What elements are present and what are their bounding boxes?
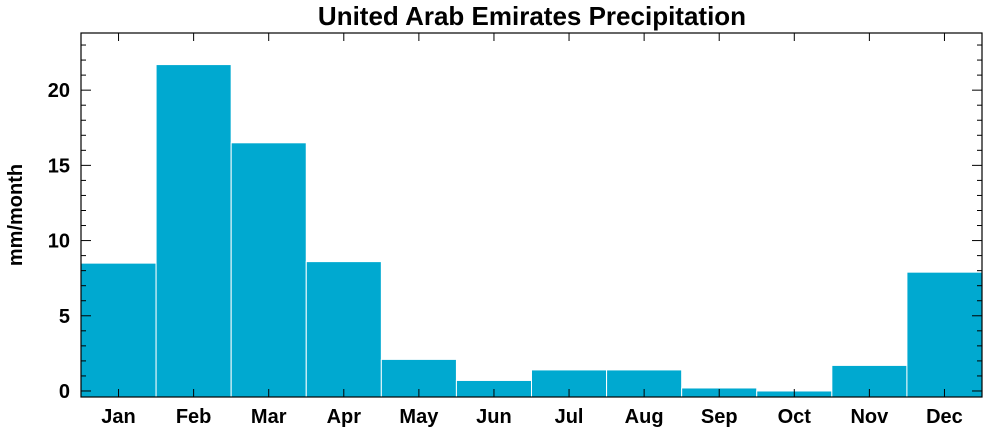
bar-mar <box>230 142 307 398</box>
x-tick-label-jan: Jan <box>101 406 135 428</box>
bar-jan <box>80 262 157 398</box>
x-tick-label-apr: Apr <box>327 406 362 428</box>
plot-frame <box>80 32 983 398</box>
bar-apr <box>305 261 382 398</box>
y-tick-label-10: 10 <box>48 231 70 253</box>
x-tick-label-jun: Jun <box>476 406 512 428</box>
x-tick-label-feb: Feb <box>176 406 212 428</box>
y-axis-label: mm/month <box>5 164 27 266</box>
x-tick-label-aug: Aug <box>625 406 664 428</box>
bars-group <box>80 64 983 398</box>
ticks-group <box>81 33 982 397</box>
chart-title: United Arab Emirates Precipitation <box>318 1 746 31</box>
x-tick-label-nov: Nov <box>850 406 889 428</box>
x-tick-label-sep: Sep <box>701 406 738 428</box>
x-tick-label-oct: Oct <box>778 406 812 428</box>
y-tick-label-0: 0 <box>59 381 70 403</box>
x-tick-label-jul: Jul <box>555 406 584 428</box>
x-tick-label-mar: Mar <box>251 406 287 428</box>
x-tick-label-dec: Dec <box>926 406 963 428</box>
bar-feb <box>155 64 232 398</box>
y-tick-label-5: 5 <box>59 306 70 328</box>
tick-labels-group: Jan Feb Mar Apr May Jun Jul Aug Sep Oct Nov Dec 0 5 10… <box>48 80 963 428</box>
y-tick-label-20: 20 <box>48 80 70 102</box>
x-tick-label-may: May <box>399 406 439 428</box>
y-tick-label-15: 15 <box>48 155 70 177</box>
bar-dec <box>906 271 983 398</box>
